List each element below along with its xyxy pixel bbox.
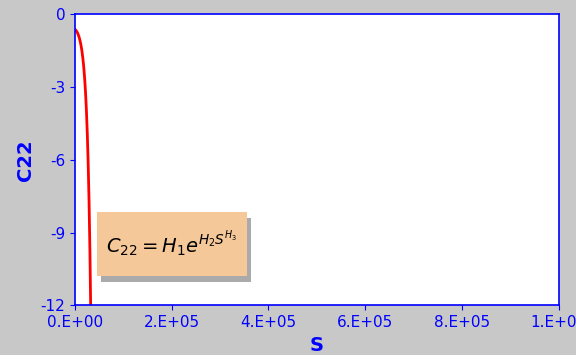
X-axis label: S: S (310, 335, 324, 355)
Text: $C_{22} = H_1 e^{H_2 S^{H_3}}$: $C_{22} = H_1 e^{H_2 S^{H_3}}$ (106, 229, 237, 259)
Y-axis label: C22: C22 (16, 139, 35, 181)
FancyBboxPatch shape (97, 212, 247, 276)
FancyBboxPatch shape (101, 218, 252, 282)
